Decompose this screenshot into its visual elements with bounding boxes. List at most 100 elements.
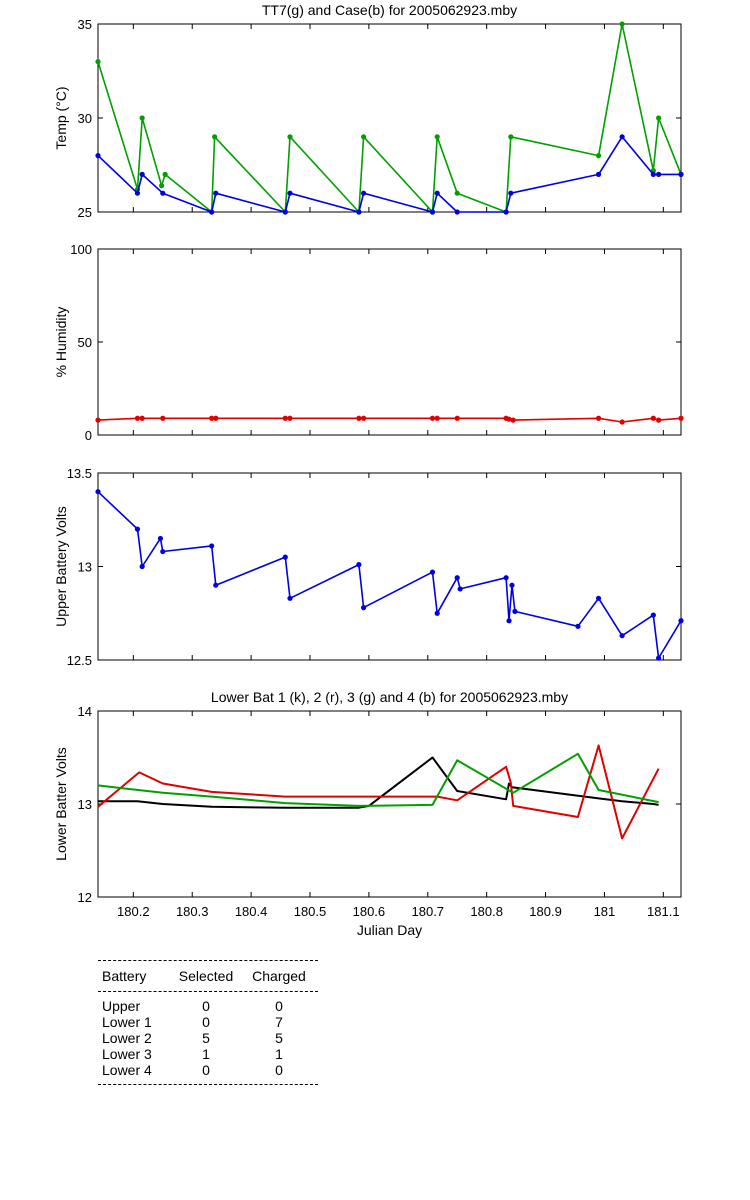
data-point	[282, 415, 288, 421]
x-tick-label: 181.1	[647, 904, 680, 919]
data-point	[508, 190, 514, 196]
series-line	[97, 23, 682, 213]
x-tick-label: 181	[594, 904, 616, 919]
table-row: Lower 1 0 7	[98, 1014, 318, 1030]
data-point	[619, 21, 625, 27]
data-point	[619, 419, 625, 425]
table-top-rule	[98, 960, 318, 961]
data-point	[287, 415, 293, 421]
data-point	[95, 153, 101, 159]
data-point	[595, 153, 602, 159]
data-point	[139, 415, 145, 421]
data-point	[209, 209, 215, 215]
table-row: Lower 4 0 0	[98, 1062, 318, 1078]
table-bottom-rule	[98, 1084, 318, 1085]
row-selected: 5	[202, 1030, 210, 1046]
data-point	[139, 563, 145, 570]
data-point	[160, 190, 166, 196]
data-point	[159, 183, 165, 189]
data-point	[134, 526, 141, 532]
x-tick-label: 180.8	[470, 904, 503, 919]
row-selected: 0	[202, 998, 210, 1014]
data-point	[212, 134, 218, 140]
data-point	[360, 134, 367, 140]
y-tick-label: 13.5	[67, 466, 92, 481]
table-row: Upper 0 0	[98, 998, 318, 1014]
row-battery: Upper	[102, 998, 141, 1014]
table-header-rule	[98, 991, 318, 992]
data-point	[429, 209, 436, 215]
y-axis-label: Lower Batter Volts	[53, 747, 69, 861]
data-point	[95, 417, 101, 423]
chart-area: 25 30 35 TT7(g) and Case(b) for 2005062923.…	[53, 2, 684, 938]
data-point	[282, 209, 288, 215]
y-tick-label: 12	[78, 890, 92, 905]
series-line	[97, 491, 682, 659]
data-point	[287, 190, 293, 196]
data-point	[287, 595, 293, 601]
row-selected: 0	[202, 1062, 210, 1078]
table-row: Lower 2 5 5	[98, 1030, 318, 1046]
row-selected: 1	[202, 1046, 210, 1062]
data-point	[287, 134, 293, 140]
data-point	[595, 595, 602, 601]
data-point	[650, 612, 656, 618]
chart-panel-3: 12.5 13 13.5 Upper Battery Volts	[53, 466, 684, 668]
y-tick-label: 13	[78, 560, 92, 575]
data-point	[434, 134, 440, 140]
x-tick-label: 180.9	[529, 904, 562, 919]
series-line	[98, 756, 659, 809]
data-point	[95, 489, 101, 495]
data-point	[650, 171, 656, 177]
y-tick-label: 50	[78, 335, 92, 350]
data-point	[506, 416, 512, 422]
data-point	[429, 569, 436, 575]
y-tick-label: 14	[78, 704, 92, 719]
data-point	[619, 633, 625, 639]
y-tick-label: 0	[85, 428, 92, 443]
data-point	[213, 190, 219, 196]
y-tick-label: 12.5	[67, 653, 92, 668]
plot-frame	[97, 710, 682, 898]
header-battery: Battery	[102, 968, 147, 984]
row-selected: 0	[202, 1014, 210, 1030]
data-point	[656, 171, 662, 177]
data-point	[213, 415, 219, 421]
data-point	[575, 623, 581, 629]
y-tick-label: 13	[78, 797, 92, 812]
data-point	[209, 415, 215, 421]
data-point	[162, 171, 168, 177]
row-battery: Lower 4	[102, 1062, 152, 1078]
x-tick-label: 180.6	[353, 904, 386, 919]
header-charged: Charged	[252, 968, 306, 984]
x-tick-label: 180.5	[294, 904, 327, 919]
data-point	[508, 134, 514, 140]
row-charged: 5	[275, 1030, 283, 1046]
row-battery: Lower 2	[102, 1030, 152, 1046]
data-point	[509, 582, 515, 588]
data-point	[678, 171, 684, 177]
x-tick-label: 180.7	[412, 904, 445, 919]
data-point	[160, 548, 166, 555]
data-point	[360, 605, 367, 611]
data-point	[678, 618, 684, 624]
y-tick-label: 100	[70, 242, 92, 257]
data-point	[360, 415, 367, 421]
data-point	[434, 190, 440, 196]
data-point	[454, 209, 460, 215]
data-point	[429, 415, 436, 421]
data-point	[434, 610, 440, 616]
x-tick-label: 180.4	[235, 904, 268, 919]
data-point	[134, 190, 141, 196]
data-point	[503, 575, 509, 581]
data-point	[454, 415, 460, 421]
row-battery: Lower 1	[102, 1014, 152, 1030]
header-selected: Selected	[178, 968, 234, 984]
data-point	[510, 417, 516, 423]
y-tick-label: 30	[78, 111, 92, 126]
y-axis-label: % Humidity	[53, 307, 69, 378]
battery-table: Battery Selected Charged Upper 0 0 Lower…	[98, 960, 318, 1085]
series-line	[97, 744, 660, 840]
chart-panel-1: 25 30 35 TT7(g) and Case(b) for 2005062923.…	[53, 2, 684, 220]
data-point	[95, 59, 101, 65]
